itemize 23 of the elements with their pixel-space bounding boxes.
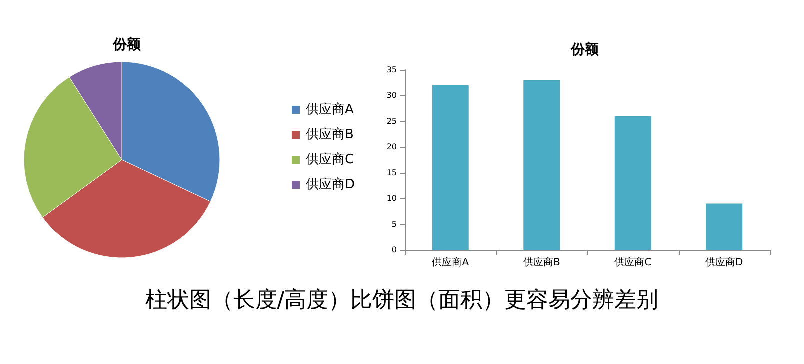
x-tick-label: 供应商B <box>523 256 560 268</box>
legend-label: 供应商C <box>306 152 354 168</box>
text: 柱状图（长度/高度）比饼图（面积）更容易分辨差别 <box>144 287 660 315</box>
legend-label: 供应商D <box>306 176 356 192</box>
y-tick-label: 5 <box>392 220 397 229</box>
x-tick-label: 供应商D <box>706 256 744 268</box>
x-tick-label: 供应商A <box>432 256 470 268</box>
x-tick-label: 供应商C <box>614 256 652 268</box>
y-tick-label: 15 <box>386 168 397 178</box>
bar <box>614 116 652 250</box>
legend-label: 供应商B <box>306 126 354 142</box>
chart-title: 份额 <box>570 41 600 58</box>
bar <box>432 85 469 250</box>
legend-label: 供应商A <box>306 102 354 118</box>
chart-title: 份额 <box>112 36 142 53</box>
y-tick-label: 25 <box>386 116 397 126</box>
y-tick-label: 35 <box>386 66 397 74</box>
bar <box>524 80 560 250</box>
bar <box>706 204 743 250</box>
y-tick-label: 30 <box>386 91 397 100</box>
y-tick-label: 10 <box>386 194 397 204</box>
y-tick-label: 20 <box>386 142 397 152</box>
y-tick-label: 0 <box>392 246 397 254</box>
